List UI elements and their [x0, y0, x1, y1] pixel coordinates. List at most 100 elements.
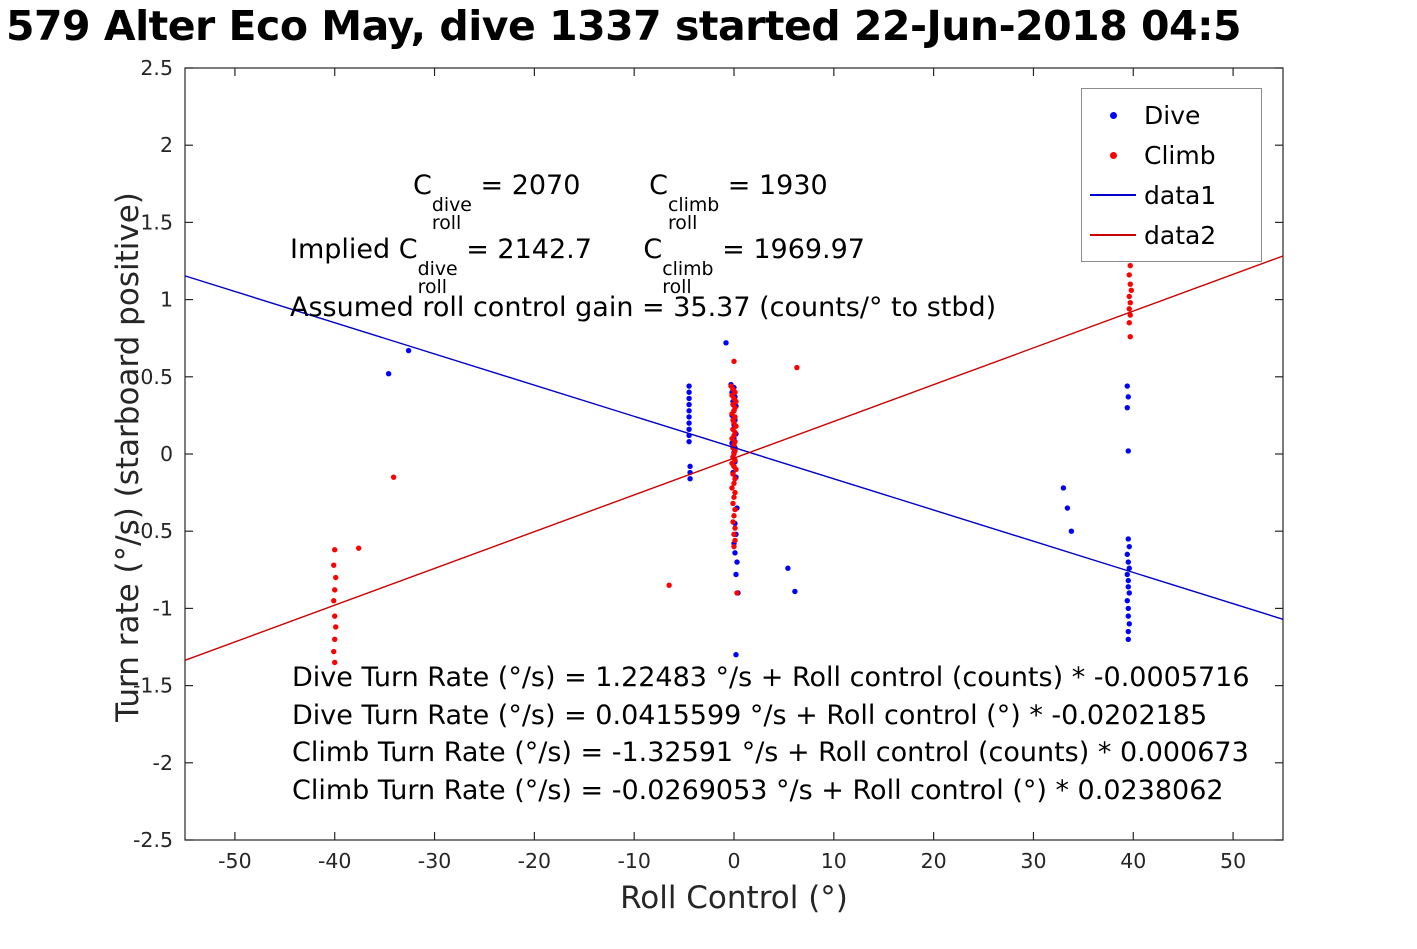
climb-point [333, 624, 339, 630]
annotation-equation-climb-counts: Climb Turn Rate (°/s) = -1.32591 °/s + R… [292, 737, 1249, 768]
x-tick-label: -50 [218, 849, 251, 873]
dive-point [1125, 613, 1131, 619]
x-tick-label: -30 [418, 849, 451, 873]
dive-point [1126, 543, 1132, 550]
dive-point [687, 476, 693, 482]
climb-point [1127, 333, 1133, 340]
climb-dot-marker-icon [1082, 151, 1144, 159]
climb-point [730, 519, 736, 525]
dive-point [686, 389, 692, 395]
fit-line-data2 [184, 255, 1284, 661]
climb-point [731, 531, 737, 537]
climb-point [730, 471, 736, 477]
x-tick-label: 20 [921, 849, 947, 873]
legend-label: Dive [1144, 100, 1201, 130]
climb-point [794, 364, 800, 371]
y-tick-label: -0.5 [133, 519, 173, 543]
dive-point [785, 565, 791, 571]
annotation-equation-climb-deg: Climb Turn Rate (°/s) = -0.0269053 °/s +… [292, 775, 1224, 806]
dive-point [405, 347, 412, 354]
legend-label: Climb [1144, 140, 1216, 170]
dive-point [1125, 628, 1131, 635]
y-tick-label: -1.5 [133, 674, 173, 698]
dive-point [686, 401, 692, 408]
dive-point [723, 340, 729, 346]
climb-point [1127, 281, 1133, 287]
dive-point [1124, 597, 1130, 604]
climb-point [733, 466, 739, 473]
dive-point [1125, 584, 1131, 590]
legend-label: data1 [1144, 180, 1217, 210]
climb-point [332, 587, 338, 593]
dive-point [734, 559, 740, 565]
annotation-gain: Assumed roll control gain = 35.37 (count… [290, 292, 997, 323]
fit-line-data1 [184, 275, 1284, 620]
dive-point [1124, 383, 1130, 389]
y-tick-label: 2.5 [140, 56, 173, 80]
climb-point [331, 648, 337, 655]
y-tick-label: -2 [153, 751, 173, 775]
y-tick-label: 1.5 [140, 210, 173, 234]
dive-point [1125, 536, 1131, 542]
legend-entry-data2[interactable]: data2 [1082, 215, 1261, 255]
dive-point [1126, 565, 1132, 571]
supsub: climb roll [662, 257, 714, 298]
dive-point [1124, 571, 1130, 578]
annotation-equation-dive-counts: Dive Turn Rate (°/s) = 1.22483 °/s + Rol… [292, 662, 1250, 693]
x-tick-label: -10 [617, 849, 650, 873]
dive-dot-marker-icon [1082, 111, 1144, 119]
dive-point [733, 652, 739, 658]
dive-point [1126, 621, 1132, 627]
y-tick-label: 0.5 [140, 365, 173, 389]
dive-point [1125, 394, 1131, 400]
x-axis-label: Roll Control (°) [620, 880, 848, 916]
climb-point [732, 537, 738, 544]
dive-point [1124, 404, 1130, 411]
climb-point [332, 613, 338, 619]
legend-entry-climb[interactable]: Climb [1082, 135, 1261, 175]
y-tick-label: 0 [160, 442, 173, 466]
climb-point [1126, 293, 1132, 300]
climb-point [332, 636, 338, 642]
dive-point [1064, 505, 1071, 511]
dive-point [687, 463, 693, 470]
climb-point [666, 582, 672, 588]
x-tick-label: 50 [1220, 849, 1246, 873]
dive-point [686, 438, 692, 445]
climb-point [332, 659, 338, 666]
legend-entry-dive[interactable]: Dive [1082, 95, 1261, 135]
legend-label: data2 [1144, 220, 1217, 250]
x-tick-label: 40 [1120, 849, 1146, 873]
climb-point [730, 500, 736, 507]
y-axis-label: Turn rate (°/s) (starboard positive) [110, 192, 146, 722]
climb-point [1127, 312, 1133, 318]
x-tick-label: 30 [1020, 849, 1046, 873]
legend-entry-data1[interactable]: data1 [1082, 175, 1261, 215]
climb-point [732, 476, 738, 482]
dive-point [1126, 590, 1132, 596]
climb-point [1126, 320, 1132, 326]
climb-point [734, 590, 740, 596]
dive-point [686, 408, 692, 414]
climb-point [731, 513, 737, 519]
climb-point [731, 358, 737, 365]
dive-point [732, 550, 738, 556]
dive-point [686, 420, 692, 426]
x-tick-label: -20 [518, 849, 551, 873]
dive-point [1125, 448, 1131, 454]
dive-point [686, 426, 692, 432]
climb-point [729, 485, 735, 491]
dive-point [1125, 605, 1131, 612]
dive-point [733, 571, 739, 578]
climb-point [390, 474, 397, 480]
climb-point [331, 597, 337, 604]
climb-point [1126, 306, 1132, 312]
dive-point [792, 588, 798, 595]
x-tick-label: -40 [318, 849, 351, 873]
climb-point [355, 545, 362, 551]
dive-point [1125, 636, 1131, 642]
climb-point [331, 562, 337, 568]
x-tick-label: 10 [821, 849, 847, 873]
